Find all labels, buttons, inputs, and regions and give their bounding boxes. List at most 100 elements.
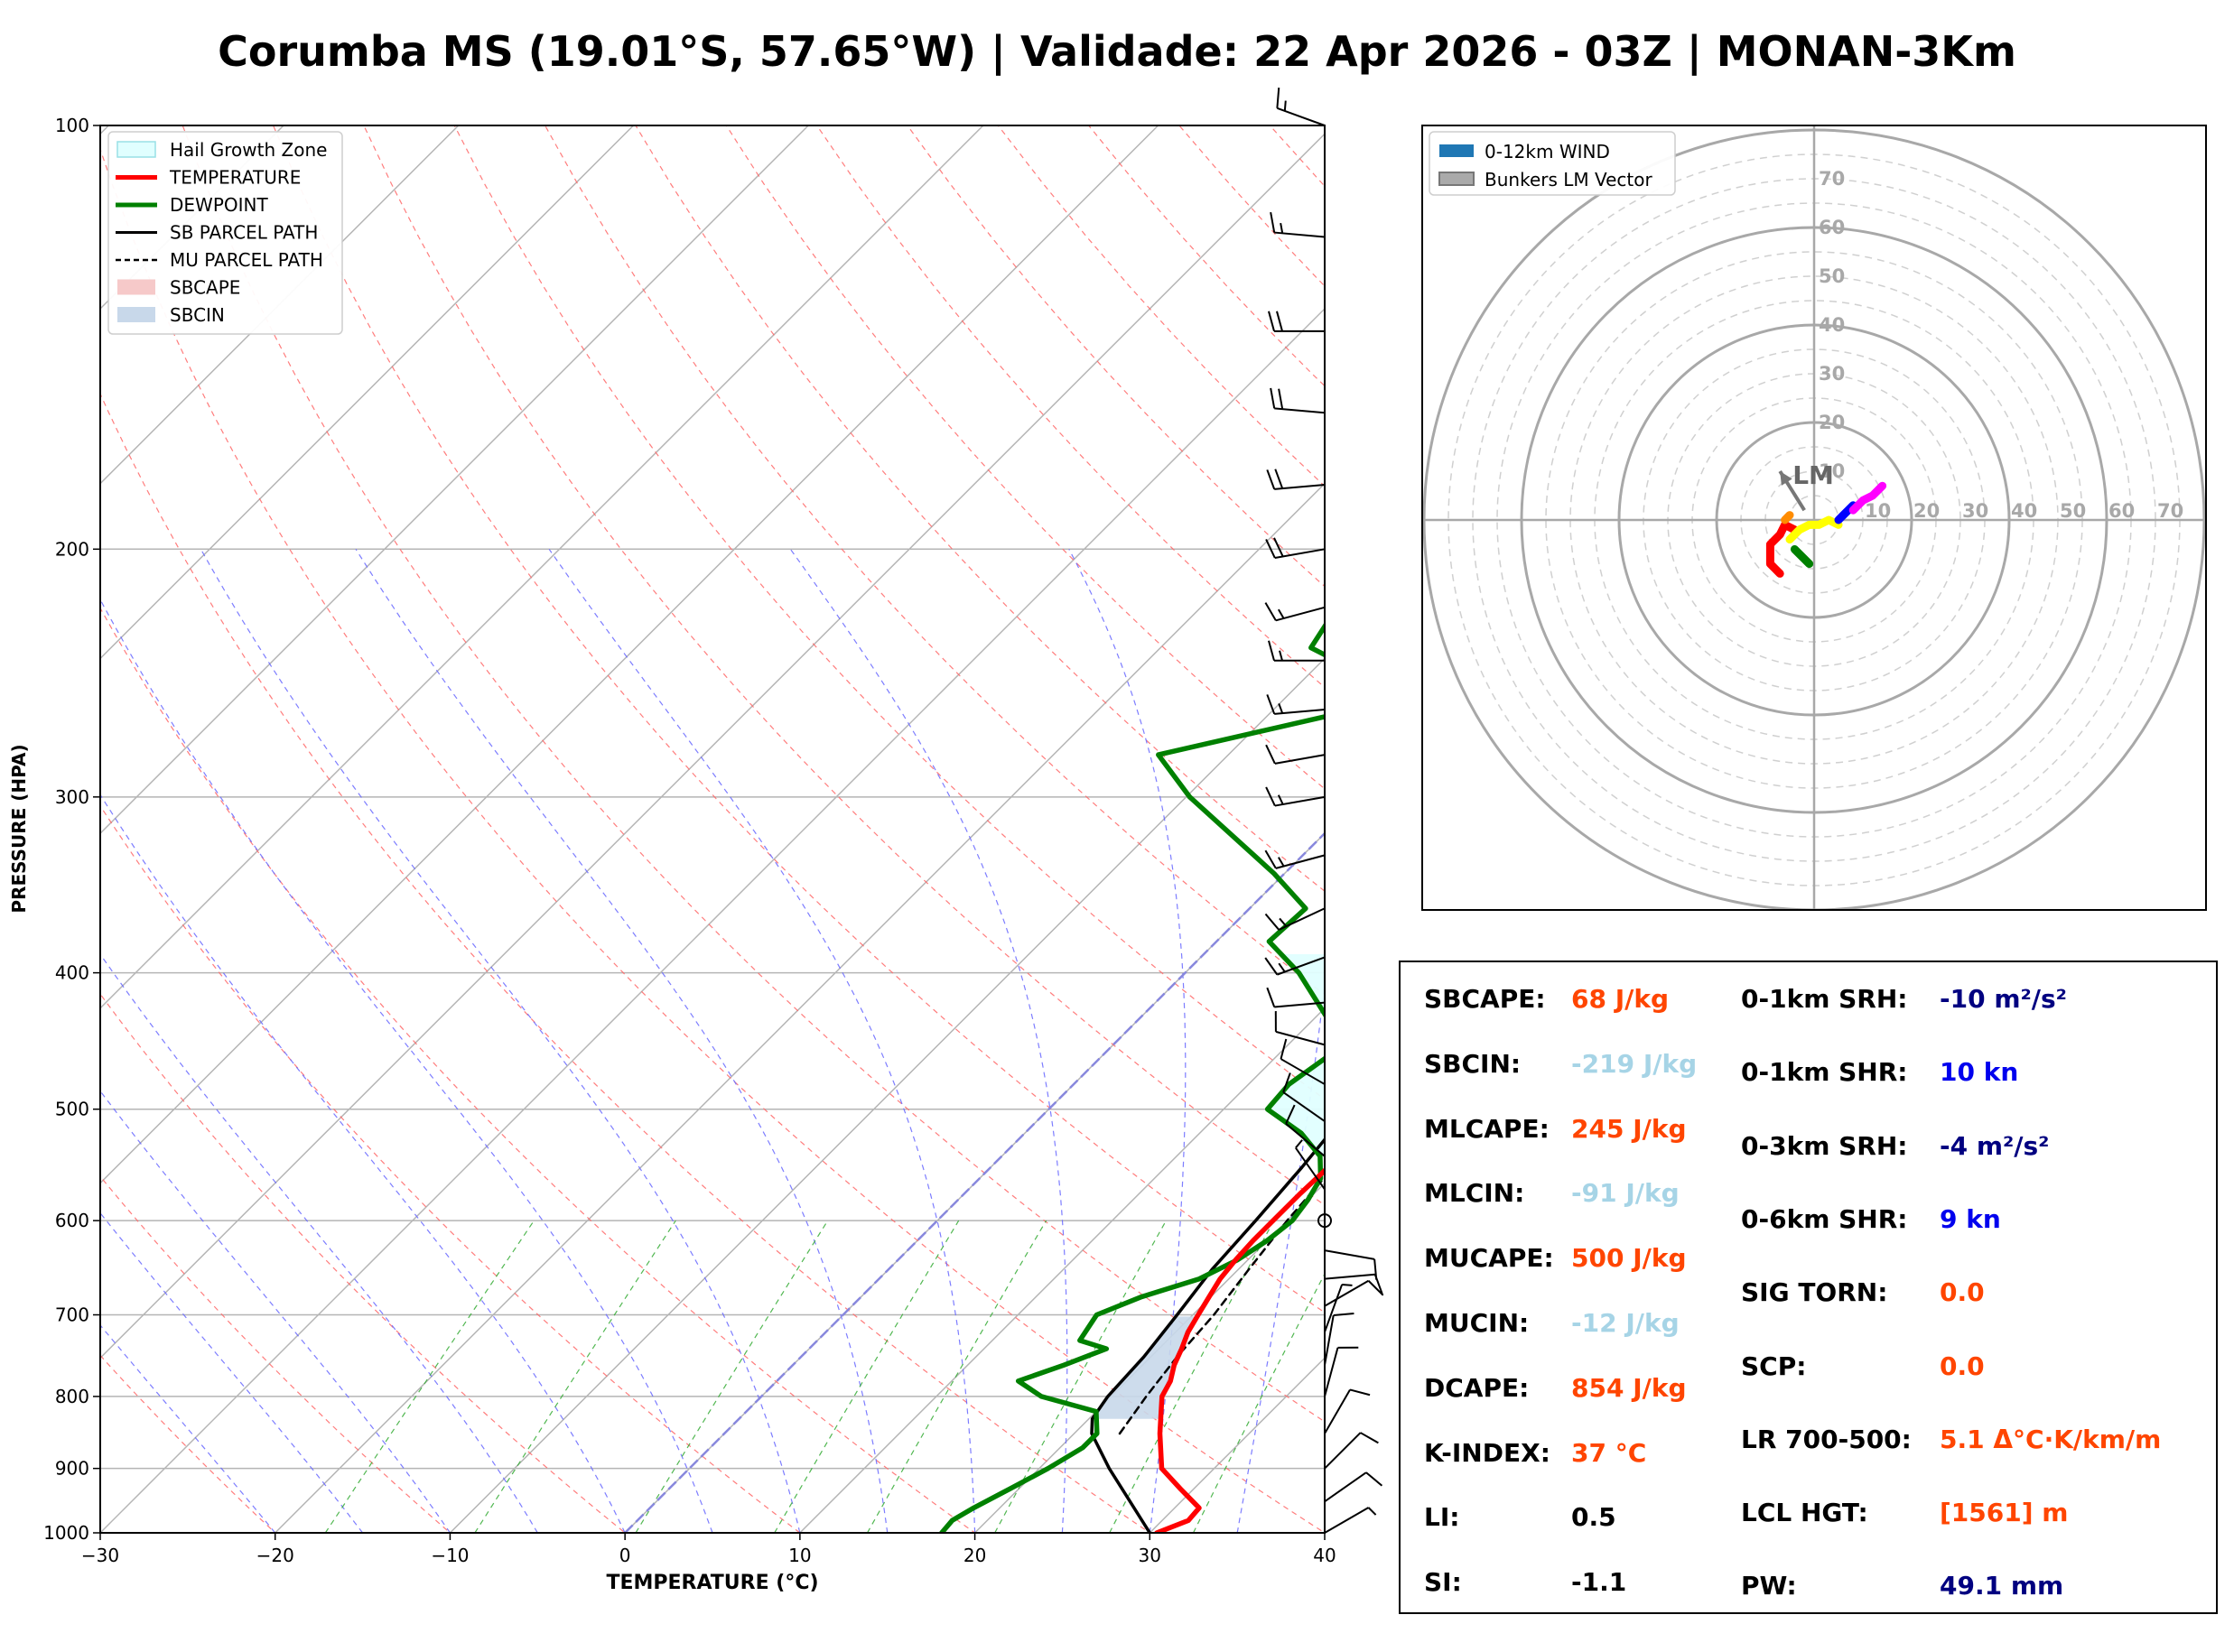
wind-barb [1324,1273,1383,1295]
mixing-ratio-line [1192,1272,1325,1533]
index-value: 5.1 Δ°C·K/km/m [1940,1424,2162,1454]
isotherm-line [100,125,460,485]
barb-flag [1278,388,1284,410]
index-label: SBCIN: [1424,1048,1522,1079]
mixing-ratio-line [774,1220,960,1533]
y-tick-label: 800 [55,1386,89,1407]
barb-staff [1324,1471,1367,1503]
barb-flag [1264,957,1279,976]
moist-adiabat-line [789,548,1068,1533]
y-tick-label: 500 [55,1099,89,1120]
isotherm-line [275,482,1325,1533]
barb-staff [1275,1030,1326,1046]
barb-half-flag [1367,1507,1377,1516]
barb-flag [1268,311,1275,332]
moist-adiabat-line [100,1323,276,1533]
hail-growth-zone [1267,954,1325,1156]
index-value: [1561] m [1940,1498,2069,1528]
x-tick-label: −10 [431,1545,469,1566]
barb-staff [1278,907,1326,931]
barb-staff [1324,1279,1369,1307]
isotherm-line [100,307,1325,1533]
wind-barb [1280,1038,1326,1085]
barb-staff [1277,107,1326,126]
wind-barb [1264,956,1326,976]
wind-barb [1324,1388,1371,1434]
isotherm-line [100,125,984,1009]
index-label: LR 700-500: [1741,1424,1912,1454]
index-value: 500 J/kg [1571,1243,1687,1274]
index-label: DCAPE: [1424,1372,1530,1403]
barb-half-flag [1283,100,1287,112]
indices-panel: SBCAPE: 68 J/kg SBCIN: -219 J/kg MLCAPE: 245 … [1399,961,2218,1614]
barb-half-flag [1279,917,1288,927]
index-value: 0.0 [1940,1277,1985,1308]
index-value: 10 kn [1940,1057,2019,1088]
wind-barb [1317,1213,1332,1229]
dry-adiabat-line [182,125,1325,1423]
barb-flag [1266,987,1276,1007]
barb-staff [1274,1001,1326,1008]
barb-flag [1280,1038,1288,1060]
index-label: LCL HGT: [1741,1498,1868,1528]
barb-flag [1276,311,1283,332]
index-value: -4 m²/s² [1940,1130,2050,1161]
wind-barb [1265,744,1326,765]
index-value: 0.5 [1571,1502,1616,1533]
barb-flag [1333,1312,1354,1317]
y-tick-label: 600 [55,1210,89,1231]
legend-swatch [117,307,155,322]
dry-adiabat-line [453,125,1325,1100]
barb-flag [1373,1274,1383,1295]
x-axis-label: TEMPERATURE (°C) [606,1572,818,1594]
skewt-legend: Hail Growth Zone TEMPERATURE DEWPOINT SB PA… [107,131,343,335]
moist-adiabat-line [100,794,626,1533]
barb-flag [1268,640,1275,662]
barb-staff [1274,407,1326,414]
wind-barb [1266,694,1326,715]
legend-label: DEWPOINT [170,194,268,216]
legend-label: TEMPERATURE [169,167,301,189]
barb-staff [1275,606,1326,622]
index-value: -219 J/kg [1571,1048,1698,1079]
dry-adiabat-line [100,804,801,1533]
barb-half-flag [1278,962,1286,973]
barb-flag [1365,1471,1383,1487]
plot-frame [99,125,1326,1534]
wind-barb [1274,1011,1326,1046]
legend-label: MU PARCEL PATH [170,249,323,271]
barb-half-flag [1277,857,1285,868]
barb-staff [1282,1091,1326,1122]
index-label: SCP: [1741,1350,1807,1381]
dry-adiabat-line [100,147,1325,1533]
barb-half-flag [1278,702,1284,714]
barb-flag [1265,744,1276,765]
wind-barb [1282,1072,1326,1122]
barb-flag [1265,538,1276,559]
mixing-ratio-line [994,1220,1167,1533]
x-tick-label: 40 [1313,1545,1336,1566]
isotherm-line [799,1007,1325,1533]
calm-circle [1317,1213,1332,1229]
index-label: SI: [1424,1567,1462,1598]
barb-staff [1295,1146,1326,1190]
wind-barb [1266,469,1326,490]
barb-staff [1324,1432,1362,1470]
barb-staff [1324,1347,1339,1397]
isotherm-line [449,657,1325,1533]
wind-barb [1264,849,1326,869]
barb-staff [1280,1058,1326,1085]
barb-half-flag [1277,608,1285,619]
barb-flag [1273,537,1284,557]
wind-barb [1324,1283,1353,1332]
dry-adiabat-line [100,392,1151,1533]
isotherm-line [100,125,634,660]
sbcape-area [1214,1170,1325,1288]
index-label: 0-6km SHR: [1741,1203,1908,1234]
barb-staff [1324,1249,1375,1260]
index-label: 0-1km SRH: [1741,984,1908,1014]
barb-staff [1274,795,1326,807]
legend-label: SB PARCEL PATH [170,222,318,244]
isotherm-line [100,133,1325,1360]
barb-half-flag [1279,650,1283,662]
